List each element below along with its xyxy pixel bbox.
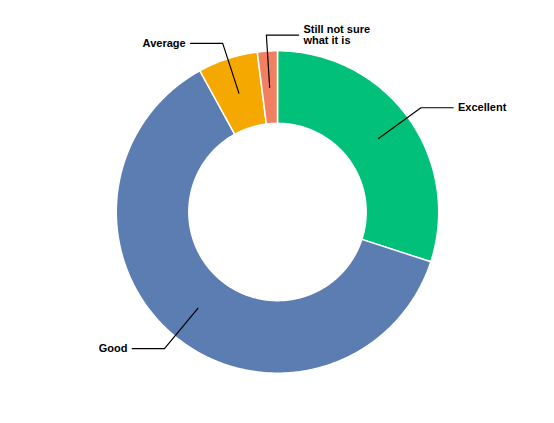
svg-text:Good: Good xyxy=(99,342,128,354)
svg-text:Excellent: Excellent xyxy=(458,101,507,113)
svg-text:Average: Average xyxy=(143,37,186,49)
svg-text:Still not surewhat it is: Still not surewhat it is xyxy=(302,23,370,46)
